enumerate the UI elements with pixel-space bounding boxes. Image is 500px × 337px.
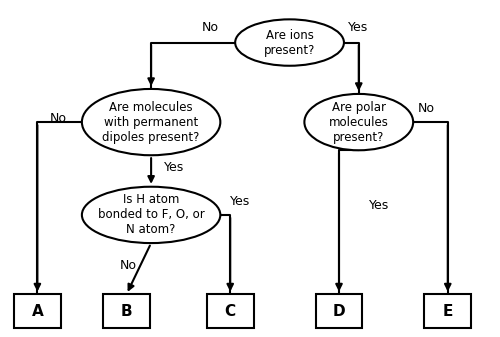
Text: Yes: Yes <box>164 161 184 174</box>
Bar <box>206 295 254 328</box>
Text: D: D <box>332 304 345 318</box>
Text: B: B <box>120 304 132 318</box>
Text: Yes: Yes <box>348 21 368 34</box>
Text: Are polar
molecules
present?: Are polar molecules present? <box>329 101 388 144</box>
Bar <box>424 295 472 328</box>
Text: No: No <box>50 112 67 125</box>
Bar <box>316 295 362 328</box>
Text: Are ions
present?: Are ions present? <box>264 29 315 57</box>
Text: No: No <box>418 102 435 116</box>
Text: E: E <box>442 304 453 318</box>
Text: A: A <box>32 304 44 318</box>
Bar <box>14 295 61 328</box>
Ellipse shape <box>82 89 220 155</box>
Text: Yes: Yes <box>368 199 389 212</box>
Ellipse shape <box>304 94 413 150</box>
Ellipse shape <box>82 187 220 243</box>
Text: Yes: Yes <box>230 195 250 208</box>
Ellipse shape <box>235 19 344 66</box>
Text: No: No <box>202 21 218 34</box>
Text: Is H atom
bonded to F, O, or
N atom?: Is H atom bonded to F, O, or N atom? <box>98 193 204 236</box>
Text: C: C <box>224 304 236 318</box>
Text: Are molecules
with permanent
dipoles present?: Are molecules with permanent dipoles pre… <box>102 101 200 144</box>
Text: No: No <box>120 259 136 272</box>
Bar <box>103 295 150 328</box>
